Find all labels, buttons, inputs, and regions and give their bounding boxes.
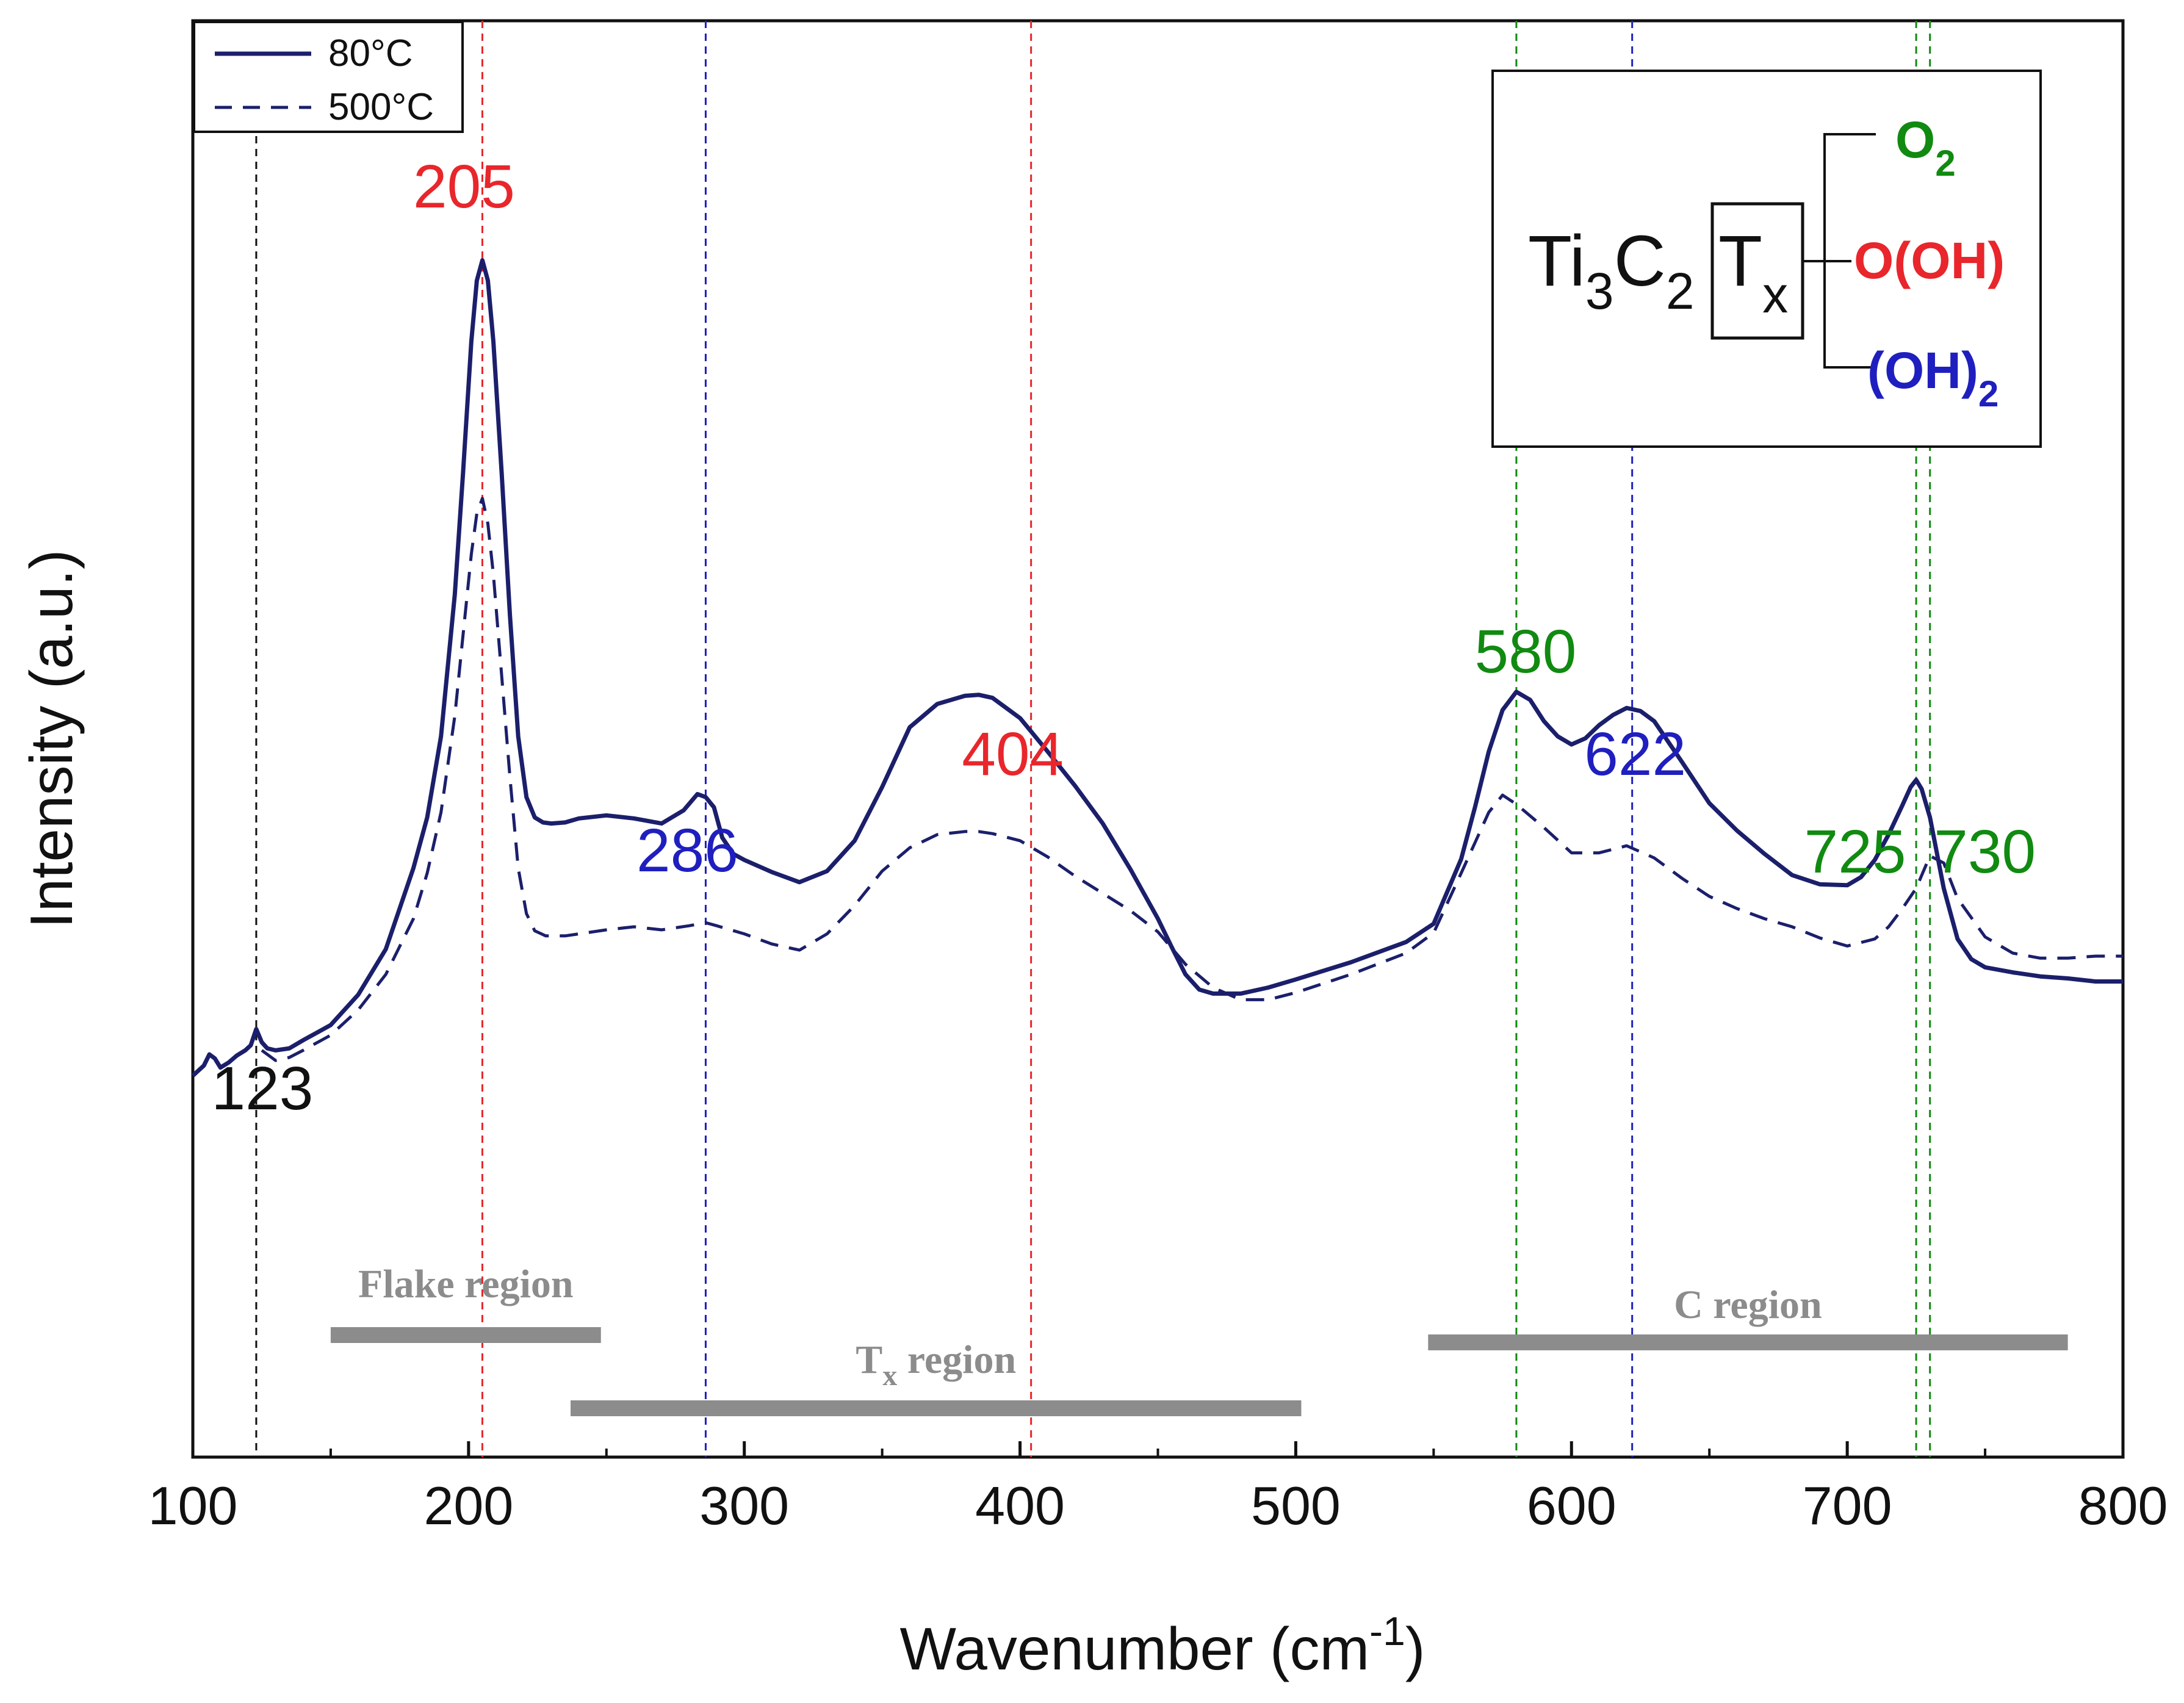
formula-tx: Tx bbox=[1718, 221, 1788, 323]
peak-label-725: 725 bbox=[1804, 818, 1906, 886]
peak-label-123: 123 bbox=[211, 1054, 313, 1123]
spectra-series bbox=[191, 258, 2123, 1078]
x-axis-ticks: 100 200 300 400 500 600 700 800 bbox=[148, 1441, 2168, 1536]
formula-t: T bbox=[1718, 221, 1762, 301]
x-tick-label-600: 600 bbox=[1527, 1475, 1616, 1536]
x-axis-label: Wavenumber (cm-1) bbox=[900, 1608, 1425, 1682]
branch-o-oh: O(OH) bbox=[1854, 232, 2005, 289]
region-label-tx: Tx region bbox=[856, 1338, 1016, 1392]
inset-box bbox=[1491, 70, 2042, 448]
peak-label-730: 730 bbox=[1934, 818, 2036, 886]
formula-ti: Ti bbox=[1528, 221, 1585, 301]
peak-label-622: 622 bbox=[1584, 720, 1686, 788]
region-label-c: C region bbox=[1674, 1283, 1822, 1327]
legend-box bbox=[193, 21, 464, 133]
region-label-flake: Flake region bbox=[358, 1262, 574, 1306]
x-axis-label-unit-exponent: -1 bbox=[1369, 1608, 1405, 1654]
formula-t-sub: x bbox=[1762, 266, 1788, 323]
x-axis-label-text: Wavenumber (cm bbox=[900, 1615, 1370, 1682]
x-tick-label-300: 300 bbox=[699, 1475, 789, 1536]
peak-reference-lines bbox=[255, 21, 1931, 1457]
legend-label-500c: 500°C bbox=[328, 86, 434, 128]
x-tick-label-100: 100 bbox=[148, 1475, 238, 1536]
legend-label-80c: 80°C bbox=[328, 32, 413, 74]
x-axis-label-close: ) bbox=[1405, 1615, 1425, 1682]
x-tick-label-700: 700 bbox=[1803, 1475, 1892, 1536]
formula-ti3c2: Ti3C2 bbox=[1528, 221, 1695, 320]
peak-label-580: 580 bbox=[1474, 617, 1576, 686]
formula-c: C bbox=[1614, 221, 1666, 301]
structure-inset: Ti3C2 Tx O2 O(OH) (OH)2 bbox=[1491, 70, 2042, 448]
bracket bbox=[1823, 133, 1876, 369]
peak-label-286: 286 bbox=[636, 816, 738, 885]
formula-ti-sub: 3 bbox=[1585, 262, 1614, 320]
legend: 80°C 500°C bbox=[193, 21, 464, 133]
series-line-80c bbox=[191, 258, 2123, 1078]
y-axis-label: Intensity (a.u.) bbox=[18, 550, 85, 929]
x-tick-label-800: 800 bbox=[2078, 1475, 2168, 1536]
tx-box bbox=[1710, 202, 1804, 340]
x-tick-label-500: 500 bbox=[1251, 1475, 1341, 1536]
x-tick-label-200: 200 bbox=[423, 1475, 513, 1536]
formula-c-sub: 2 bbox=[1666, 262, 1695, 320]
peak-label-205: 205 bbox=[413, 153, 515, 221]
peak-label-404: 404 bbox=[962, 720, 1064, 788]
x-tick-label-400: 400 bbox=[975, 1475, 1065, 1536]
region-bars: Flake region Tx region C region bbox=[330, 1262, 2068, 1416]
series-line-500c bbox=[261, 497, 2123, 1062]
branch-oh2: (OH)2 bbox=[1867, 342, 1998, 414]
branch-o2: O2 bbox=[1895, 111, 1956, 184]
